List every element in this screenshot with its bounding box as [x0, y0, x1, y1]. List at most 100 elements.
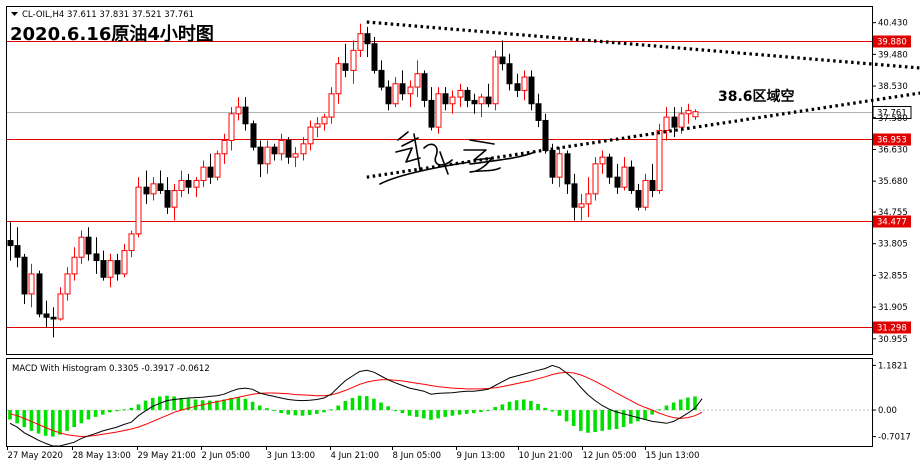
macd-y-tick-label: -0.7017 [878, 433, 911, 443]
macd-histogram-bar [93, 410, 98, 417]
macd-histogram-bar [443, 410, 448, 417]
candle [307, 120, 314, 151]
macd-histogram-bar [172, 396, 176, 411]
candle [128, 230, 135, 258]
main-plot-area [6, 6, 873, 355]
candle [71, 247, 78, 281]
candle [257, 140, 264, 178]
macd-histogram-bar [179, 397, 184, 411]
macd-histogram-bar [500, 404, 505, 411]
x-tick-label: 29 May 21:00 [138, 451, 196, 461]
macd-histogram-bar [43, 410, 48, 436]
candle [371, 37, 378, 74]
candle [357, 23, 364, 58]
macd-histogram-bar [265, 408, 269, 411]
symbol-readout: CL-OIL,H4 37.611 37.831 37.521 37.761 [11, 10, 194, 20]
macd-histogram-bar [586, 410, 590, 433]
candle [606, 153, 613, 184]
macd-histogram-bar [364, 396, 369, 411]
macd-histogram-bar [379, 402, 383, 411]
candle [492, 50, 499, 111]
macd-histogram-bar [36, 410, 41, 434]
macd-histogram-bar [143, 400, 148, 411]
x-tick-label: 9 Jun 13:00 [457, 451, 506, 461]
x-tick-label: 10 Jun 21:00 [519, 451, 573, 461]
macd-histogram-bar [279, 410, 283, 414]
candle [200, 160, 207, 188]
candle [314, 117, 321, 138]
macd-histogram-bar [350, 397, 355, 411]
macd-histogram-bar [343, 400, 348, 411]
candle [399, 70, 406, 101]
candle [171, 183, 178, 221]
macd-histogram-bar [414, 410, 419, 417]
macd-histogram-bar [464, 410, 469, 414]
macd-histogram-bar [643, 410, 647, 420]
candle [78, 230, 85, 264]
candle [514, 73, 521, 98]
candle [21, 253, 28, 304]
x-tick-label: 3 Jun 13:00 [267, 451, 316, 461]
macd-histogram-bar [186, 398, 191, 411]
level-tag-label: 36.953 [877, 136, 907, 146]
candle [43, 300, 50, 328]
candle [85, 227, 92, 261]
level-tag-label: 39.880 [877, 38, 907, 48]
candle [228, 107, 235, 151]
candle [649, 163, 656, 198]
candle [692, 109, 699, 120]
candle [663, 107, 670, 141]
candle [621, 157, 628, 191]
macd-histogram-bar [521, 399, 526, 411]
candle [250, 120, 257, 151]
candle [521, 70, 528, 101]
candle [599, 150, 606, 174]
candle [378, 60, 385, 91]
macd-histogram-bar [122, 409, 126, 411]
dropdown-triangle-icon[interactable] [11, 12, 18, 16]
candle [7, 222, 14, 261]
macd-histogram-bar [329, 409, 333, 411]
macd-histogram-bar [236, 397, 241, 411]
macd-histogram-bar [607, 410, 612, 430]
macd-histogram-bar [207, 400, 212, 411]
macd-histogram-bar [272, 410, 276, 412]
candle [214, 150, 221, 181]
macd-histogram-bar [514, 400, 519, 411]
macd-histogram-bar [15, 410, 19, 424]
macd-histogram-bar [579, 410, 583, 431]
macd-histogram-bar [286, 410, 291, 415]
level-tag [873, 215, 911, 228]
macd-histogram-bar [58, 410, 62, 435]
candle [428, 87, 435, 131]
candle [635, 183, 642, 211]
candle [271, 143, 278, 161]
y-tick-label: 39.480 [878, 50, 908, 60]
candle [28, 263, 35, 308]
candle [135, 177, 142, 238]
candle [150, 177, 157, 201]
candle [464, 87, 471, 108]
candle [449, 90, 456, 114]
macd-label: MACD With Histogram 0.3305 -0.3917 -0.06… [12, 364, 210, 374]
macd-histogram-bar [493, 407, 498, 411]
candle [321, 113, 328, 131]
candle [364, 27, 371, 58]
current-price-tag [872, 106, 912, 119]
macd-histogram-bar [136, 404, 141, 411]
macd-histogram-bar [650, 410, 654, 415]
macd-histogram-bar [657, 409, 662, 411]
annotation-text: 38.6区域空 [718, 88, 795, 105]
macd-histogram-bar [150, 397, 155, 411]
candle [457, 83, 464, 108]
candle [407, 80, 414, 108]
macd-histogram-bar [593, 410, 597, 433]
macd-histogram-bar [550, 410, 555, 412]
macd-histogram-bar [686, 397, 690, 411]
candle [300, 137, 307, 161]
y-tick-label: 36.630 [878, 145, 908, 155]
candle [193, 177, 200, 198]
y-tick-label: 34.755 [878, 208, 908, 218]
candle [157, 170, 164, 194]
macd-histogram-bar [51, 410, 55, 437]
